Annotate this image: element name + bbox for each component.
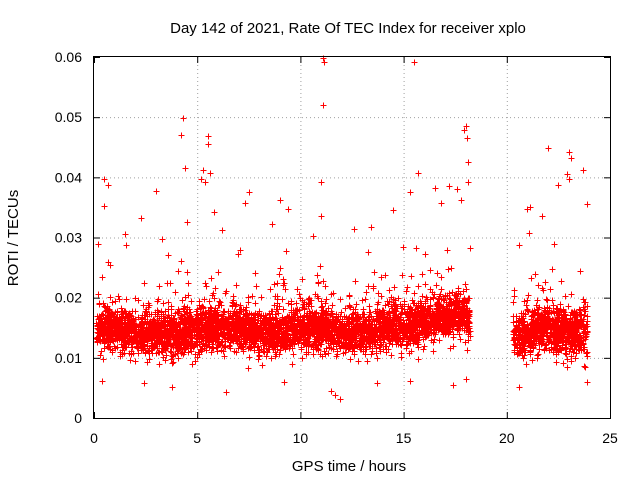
data-point — [277, 197, 284, 204]
scatter-points — [93, 55, 591, 403]
data-point — [450, 382, 457, 389]
dense-point-cloud — [93, 204, 591, 372]
data-point — [539, 213, 546, 220]
data-point — [415, 170, 422, 177]
data-point — [351, 226, 358, 233]
chart-title: Day 142 of 2021, Rate Of TEC Index for r… — [170, 20, 526, 37]
data-point — [159, 236, 166, 243]
data-point — [205, 141, 212, 148]
y-tick-label: 0.01 — [55, 350, 82, 366]
data-point — [458, 197, 465, 204]
plot-frame — [93, 56, 611, 419]
data-point — [407, 378, 414, 385]
data-point — [178, 132, 185, 139]
data-point — [105, 182, 112, 189]
data-point — [464, 135, 471, 142]
x-tick-label: 20 — [499, 430, 515, 446]
y-axis-tick-labels: 0 0.01 0.02 0.03 0.04 0.05 0.06 — [55, 49, 82, 426]
x-tick-label: 0 — [90, 430, 98, 446]
data-point — [198, 176, 205, 183]
x-tick-label: 5 — [193, 430, 201, 446]
data-point — [524, 206, 531, 213]
data-point — [318, 213, 325, 220]
data-point — [310, 233, 317, 240]
data-point — [328, 388, 335, 395]
data-point — [153, 188, 160, 195]
data-point — [281, 379, 288, 386]
data-point — [465, 179, 472, 186]
data-point — [184, 219, 191, 226]
data-point — [321, 59, 328, 66]
x-tick-label: 25 — [602, 430, 618, 446]
data-point — [516, 242, 523, 249]
data-point — [564, 171, 571, 178]
data-point — [223, 389, 230, 396]
data-point — [438, 200, 445, 207]
data-point — [182, 165, 189, 172]
data-point — [337, 396, 344, 403]
data-point — [320, 102, 327, 109]
data-point — [580, 167, 587, 174]
y-tick-label: 0.04 — [55, 169, 82, 185]
data-point — [446, 183, 453, 190]
data-point — [207, 170, 214, 177]
y-tick-label: 0.03 — [55, 230, 82, 246]
data-point — [566, 149, 573, 156]
y-axis-label: ROTI / TECUs — [5, 190, 22, 286]
y-tick-label: 0.06 — [55, 49, 82, 65]
data-point — [99, 378, 106, 385]
data-point — [138, 215, 145, 222]
data-point — [584, 201, 591, 208]
data-point — [411, 59, 418, 66]
data-point — [219, 227, 226, 234]
data-point — [454, 186, 461, 193]
data-point — [122, 231, 129, 238]
data-point — [551, 241, 558, 248]
data-point — [374, 380, 381, 387]
x-tick-label: 15 — [396, 430, 412, 446]
axis-ticks — [94, 57, 611, 419]
data-point — [568, 155, 575, 162]
data-point — [368, 224, 375, 231]
data-point — [545, 145, 552, 152]
data-point — [407, 189, 414, 196]
data-point — [101, 203, 108, 210]
data-point — [432, 185, 439, 192]
data-point — [205, 133, 212, 140]
data-point — [566, 176, 573, 183]
data-point — [242, 200, 249, 207]
data-point — [285, 206, 292, 213]
data-point — [463, 376, 470, 383]
data-point — [555, 182, 562, 189]
data-point — [202, 179, 209, 186]
x-axis-tick-labels: 0 5 10 15 20 25 — [90, 430, 618, 446]
data-point — [318, 179, 325, 186]
data-point — [463, 123, 470, 130]
data-point — [269, 221, 276, 228]
data-point — [211, 209, 218, 216]
data-point — [332, 392, 339, 399]
data-point — [200, 167, 207, 174]
data-point — [465, 159, 472, 166]
data-point — [246, 189, 253, 196]
data-point — [516, 384, 523, 391]
data-point — [180, 115, 187, 122]
y-tick-label: 0 — [74, 410, 82, 426]
data-point — [169, 384, 176, 391]
y-tick-label: 0.02 — [55, 290, 82, 306]
data-point — [584, 379, 591, 386]
data-point — [141, 380, 148, 387]
y-tick-label: 0.05 — [55, 109, 82, 125]
data-point — [461, 127, 468, 134]
data-point — [390, 207, 397, 214]
x-tick-label: 10 — [293, 430, 309, 446]
data-point — [101, 176, 108, 183]
x-axis-label: GPS time / hours — [292, 458, 406, 475]
